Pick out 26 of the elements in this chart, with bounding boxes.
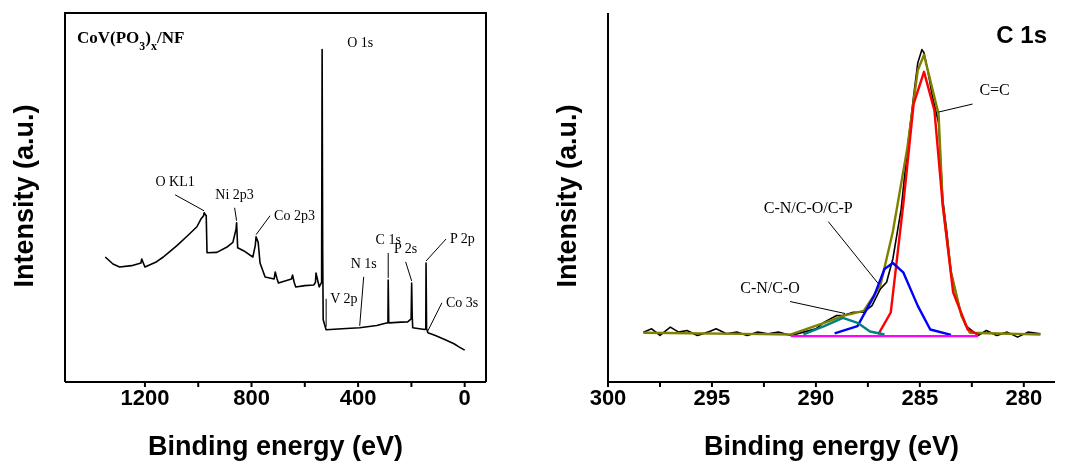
y-axis-title: Intensity (a.u.) xyxy=(551,104,582,288)
annotation: C-N/C-O xyxy=(740,278,800,296)
annotation: O KL1 xyxy=(155,173,195,189)
x-tick-label: 285 xyxy=(901,384,939,410)
y-axis-title: Intensity (a.u.) xyxy=(8,104,39,288)
chart-title: C 1s xyxy=(996,21,1047,48)
annotation: O 1s xyxy=(347,34,374,50)
x-tick-label: 400 xyxy=(339,384,377,410)
x-tick-label: 1200 xyxy=(120,384,170,410)
annotation: Co 3s xyxy=(445,294,479,310)
annotation: V 2p xyxy=(330,290,358,306)
x-tick-label: 280 xyxy=(1005,384,1043,410)
x-tick-label: 800 xyxy=(233,384,270,410)
annotation: P 2p xyxy=(450,230,475,246)
x-tick-label: 0 xyxy=(458,384,471,410)
annotation: Ni 2p3 xyxy=(215,186,254,202)
annotation: C-N/C-O/C-P xyxy=(763,198,853,216)
annotation: Co 2p3 xyxy=(274,207,315,223)
x-tick-label: 290 xyxy=(797,384,835,410)
annotation: N 1s xyxy=(350,255,377,271)
x-axis-title: Binding energy (eV) xyxy=(147,431,404,461)
chart-title: CoV(PO$_{3}$)$_{x}$/NF xyxy=(77,28,185,53)
x-tick-label: 300 xyxy=(589,384,627,410)
annotation: C=C xyxy=(979,81,1010,99)
x-axis-title: Binding energy (eV) xyxy=(703,431,960,461)
x-tick-label: 295 xyxy=(693,384,731,410)
